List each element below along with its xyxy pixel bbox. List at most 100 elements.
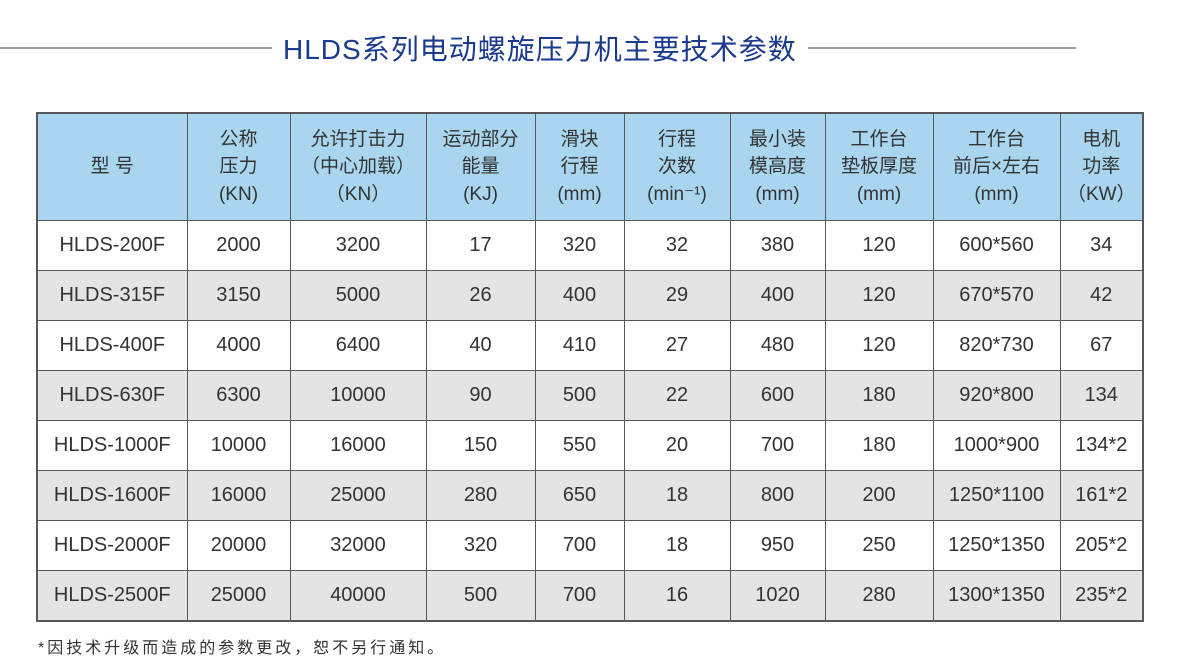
value-cell: 18	[623, 470, 731, 521]
value-cell: 40	[425, 320, 536, 371]
value-cell: 180	[824, 370, 934, 421]
model-cell: HLDS-630F	[36, 370, 188, 421]
value-cell: 950	[729, 520, 826, 571]
value-cell: 134	[1059, 370, 1144, 421]
col-header-bolster-thickness: 工作台 垫板厚度 (mm)	[824, 112, 934, 221]
value-cell: 32000	[289, 520, 427, 571]
value-cell: 20000	[186, 520, 291, 571]
model-cell: HLDS-1000F	[36, 420, 188, 471]
value-cell: 400	[729, 270, 826, 321]
value-cell: 800	[729, 470, 826, 521]
value-cell: 90	[425, 370, 536, 421]
value-cell: 320	[425, 520, 536, 571]
table-row: HLDS-1000F 10000 16000 150 550 20 700 180 1000*9…	[36, 420, 1144, 471]
value-cell: 16000	[186, 470, 291, 521]
value-cell: 3200	[289, 220, 427, 271]
value-cell: 120	[824, 320, 934, 371]
value-cell: 16	[623, 570, 731, 622]
value-cell: 1300*1350	[932, 570, 1061, 622]
value-cell: 6400	[289, 320, 427, 371]
value-cell: 1250*1350	[932, 520, 1061, 571]
value-cell: 161*2	[1059, 470, 1144, 521]
value-cell: 134*2	[1059, 420, 1144, 471]
model-cell: HLDS-400F	[36, 320, 188, 371]
value-cell: 3150	[186, 270, 291, 321]
value-cell: 20	[623, 420, 731, 471]
value-cell: 600	[729, 370, 826, 421]
value-cell: 16000	[289, 420, 427, 471]
value-cell: 205*2	[1059, 520, 1144, 571]
value-cell: 17	[425, 220, 536, 271]
value-cell: 32	[623, 220, 731, 271]
model-cell: HLDS-315F	[36, 270, 188, 321]
table-row: HLDS-2500F 25000 40000 500 700 16 1020 280 1300*…	[36, 570, 1144, 622]
value-cell: 380	[729, 220, 826, 271]
model-cell: HLDS-2000F	[36, 520, 188, 571]
value-cell: 40000	[289, 570, 427, 622]
title-divider-left	[0, 47, 272, 49]
col-header-stroke-rate: 行程 次数 (min⁻¹)	[623, 112, 731, 221]
model-cell: HLDS-1600F	[36, 470, 188, 521]
table-header-row: 型 号 公称 压力 (KN) 允许打击力 （中心加载） （KN） 运动部分 能量…	[36, 112, 1144, 221]
title-row: HLDS系列电动螺旋压力机主要技术参数	[0, 0, 1181, 96]
value-cell: 29	[623, 270, 731, 321]
col-header-slide-stroke: 滑块 行程 (mm)	[534, 112, 625, 221]
value-cell: 18	[623, 520, 731, 571]
table-row: HLDS-630F 6300 10000 90 500 22 600 180 920*800 13…	[36, 370, 1144, 421]
value-cell: 670*570	[932, 270, 1061, 321]
value-cell: 25000	[186, 570, 291, 622]
value-cell: 26	[425, 270, 536, 321]
value-cell: 500	[425, 570, 536, 622]
value-cell: 2000	[186, 220, 291, 271]
value-cell: 700	[534, 520, 625, 571]
value-cell: 10000	[186, 420, 291, 471]
value-cell: 120	[824, 220, 934, 271]
title-divider-right	[807, 47, 1076, 49]
value-cell: 42	[1059, 270, 1144, 321]
value-cell: 22	[623, 370, 731, 421]
value-cell: 1250*1100	[932, 470, 1061, 521]
value-cell: 6300	[186, 370, 291, 421]
value-cell: 10000	[289, 370, 427, 421]
col-header-nominal-pressure: 公称 压力 (KN)	[186, 112, 291, 221]
value-cell: 180	[824, 420, 934, 471]
value-cell: 120	[824, 270, 934, 321]
value-cell: 150	[425, 420, 536, 471]
model-cell: HLDS-2500F	[36, 570, 188, 622]
value-cell: 480	[729, 320, 826, 371]
value-cell: 550	[534, 420, 625, 471]
col-header-striking-force: 允许打击力 （中心加载） （KN）	[289, 112, 427, 221]
value-cell: 410	[534, 320, 625, 371]
table-row: HLDS-200F 2000 3200 17 320 32 380 120 600*560 34	[36, 220, 1144, 271]
col-header-min-die-height: 最小装 模高度 (mm)	[729, 112, 826, 221]
value-cell: 500	[534, 370, 625, 421]
spec-table: 型 号 公称 压力 (KN) 允许打击力 （中心加载） （KN） 运动部分 能量…	[36, 112, 1144, 622]
footnote: *因技术升级而造成的参数更改，恕不另行通知。	[38, 640, 447, 657]
value-cell: 235*2	[1059, 570, 1144, 622]
value-cell: 400	[534, 270, 625, 321]
value-cell: 920*800	[932, 370, 1061, 421]
value-cell: 820*730	[932, 320, 1061, 371]
value-cell: 4000	[186, 320, 291, 371]
table-row: HLDS-400F 4000 6400 40 410 27 480 120 820*730 67	[36, 320, 1144, 371]
value-cell: 250	[824, 520, 934, 571]
value-cell: 1020	[729, 570, 826, 622]
value-cell: 25000	[289, 470, 427, 521]
col-header-moving-energy: 运动部分 能量 (KJ)	[425, 112, 536, 221]
value-cell: 700	[729, 420, 826, 471]
col-header-table-size: 工作台 前后×左右 (mm)	[932, 112, 1061, 221]
value-cell: 1000*900	[932, 420, 1061, 471]
value-cell: 320	[534, 220, 625, 271]
value-cell: 27	[623, 320, 731, 371]
table-row: HLDS-1600F 16000 25000 280 650 18 800 200 1250*1…	[36, 470, 1144, 521]
value-cell: 280	[824, 570, 934, 622]
value-cell: 200	[824, 470, 934, 521]
table-row: HLDS-315F 3150 5000 26 400 29 400 120 670*570 42	[36, 270, 1144, 321]
value-cell: 280	[425, 470, 536, 521]
value-cell: 5000	[289, 270, 427, 321]
page-title: HLDS系列电动螺旋压力机主要技术参数	[283, 34, 797, 65]
value-cell: 650	[534, 470, 625, 521]
model-cell: HLDS-200F	[36, 220, 188, 271]
table-row: HLDS-2000F 20000 32000 320 700 18 950 250 1250*1…	[36, 520, 1144, 571]
